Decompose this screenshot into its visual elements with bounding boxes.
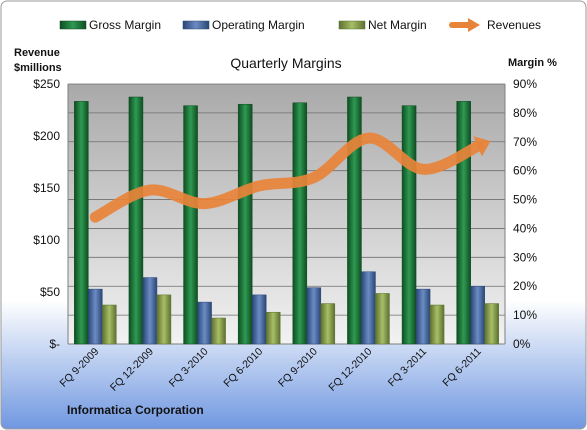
bars-layer: [74, 96, 499, 345]
bar-net-margin-fq-12-2010: [375, 293, 390, 345]
legend-label-revenues: Revenues: [487, 18, 541, 32]
bar-net-margin-fq-9-2009: [102, 304, 117, 345]
legend-swatch-revenues: [449, 18, 480, 32]
revenue-line: [89, 132, 484, 223]
bar-operating-margin-fq-9-2009: [88, 288, 103, 345]
revenue-point-fq-12-2010: [367, 137, 369, 139]
bar-net-margin-fq-3-2011: [429, 304, 445, 345]
left-tick-label: $150: [33, 181, 60, 195]
left-tick-labels: $- $50 $100 $150 $200 $250: [33, 77, 60, 351]
legend-swatch-gross-margin: [59, 20, 87, 30]
right-tick-label: 30%: [513, 250, 537, 264]
chart-title: Quarterly Margins: [230, 55, 341, 71]
bar-gross-margin-fq-12-2010: [347, 96, 362, 345]
right-tick-labels: 0% 10% 20% 30% 40% 50% 60% 70% 80% 90%: [513, 77, 537, 351]
legend-swatch-operating-margin: [182, 20, 210, 30]
right-tick-label: 20%: [513, 279, 537, 293]
legend-label-operating-margin: Operating Margin: [212, 18, 305, 32]
right-axis-label: Margin %: [508, 57, 557, 69]
legend: Gross Margin Operating Margin Net Margin…: [59, 18, 541, 32]
bar-gross-margin-fq-3-2011: [401, 105, 417, 345]
bar-gross-margin-fq-12-2009: [128, 96, 144, 345]
bar-operating-margin-fq-6-2010: [251, 294, 267, 345]
bar-operating-margin-fq-3-2011: [415, 288, 431, 345]
right-tick-label: 0%: [513, 337, 531, 351]
revenue-point-fq-9-2010: [313, 177, 315, 179]
right-tick-label: 80%: [513, 106, 537, 120]
right-tick-label: 90%: [513, 77, 537, 91]
left-tick-label: $200: [33, 129, 60, 143]
bar-operating-margin-fq-6-2011: [470, 285, 485, 345]
revenue-point-fq-6-2010: [258, 185, 260, 187]
bar-net-margin-fq-6-2011: [484, 303, 499, 345]
bar-gross-margin-fq-3-2010: [183, 105, 198, 345]
revenue-point-fq-3-2011: [422, 168, 424, 170]
right-tick-label: 40%: [513, 221, 537, 235]
revenue-point-fq-6-2011: [477, 145, 479, 147]
bar-net-margin-fq-9-2010: [320, 303, 336, 345]
left-axis-label-line1: Revenue: [14, 47, 60, 59]
revenue-point-fq-9-2009: [94, 216, 96, 218]
legend-label-gross-margin: Gross Margin: [89, 18, 161, 32]
bar-gross-margin-fq-6-2010: [237, 103, 253, 345]
bar-net-margin-fq-3-2010: [211, 317, 226, 345]
right-tick-label: 10%: [513, 308, 537, 322]
bar-operating-margin-fq-12-2009: [142, 277, 158, 345]
bar-gross-margin-fq-9-2010: [292, 102, 308, 345]
revenue-point-fq-12-2009: [149, 189, 151, 191]
left-tick-label: $250: [33, 77, 60, 91]
left-axis-label-line2: $millions: [14, 62, 62, 74]
bar-net-margin-fq-6-2010: [265, 311, 281, 345]
bar-operating-margin-fq-12-2010: [361, 271, 376, 345]
footer-label: Informatica Corporation: [67, 403, 204, 417]
bar-gross-margin-fq-6-2011: [456, 101, 471, 345]
revenue-line-arrowhead: [473, 136, 491, 157]
bar-operating-margin-fq-9-2010: [306, 287, 322, 345]
right-tick-label: 70%: [513, 135, 537, 149]
left-tick-label: $100: [33, 233, 60, 247]
right-tick-label: 60%: [513, 164, 537, 178]
revenue-point-fq-3-2010: [204, 203, 206, 205]
left-tick-label: $-: [49, 337, 60, 351]
legend-swatch-net-margin: [338, 20, 366, 30]
right-tick-label: 50%: [513, 193, 537, 207]
legend-label-net-margin: Net Margin: [368, 18, 427, 32]
left-tick-label: $50: [40, 285, 60, 299]
bar-gross-margin-fq-9-2009: [74, 101, 89, 345]
revenue-line-layer: [89, 132, 491, 223]
bar-operating-margin-fq-3-2010: [197, 301, 212, 345]
bar-net-margin-fq-12-2009: [156, 294, 172, 345]
